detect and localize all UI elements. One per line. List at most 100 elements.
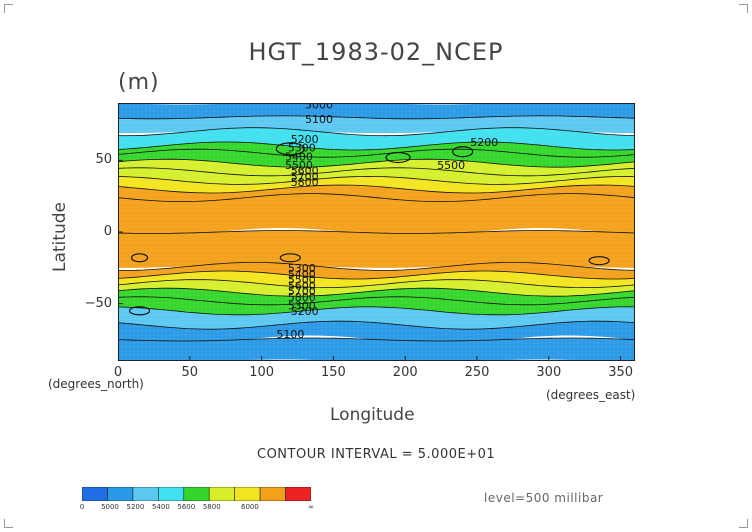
contour-label: 5700 bbox=[291, 170, 319, 183]
contour-line bbox=[118, 148, 635, 158]
heat-band-13 bbox=[118, 279, 635, 297]
y-axis-units: (degrees_north) bbox=[48, 377, 144, 391]
colorbar-label: 5600 bbox=[177, 503, 196, 511]
level-note: level=500 millibar bbox=[484, 491, 604, 505]
contour-label: 5700 bbox=[288, 285, 316, 298]
heat-band-17 bbox=[118, 321, 635, 344]
heatmap-plot: 5000510052005300540055005600570058005200… bbox=[118, 103, 635, 361]
closed-contour bbox=[385, 151, 411, 164]
chart-title: HGT_1983-02_NCEP bbox=[248, 38, 504, 66]
contour-label: 5600 bbox=[288, 279, 316, 292]
colorbar-label: 5000 bbox=[101, 503, 119, 511]
colorbar-swatch bbox=[107, 487, 134, 501]
x-axis-label: Longitude bbox=[330, 405, 415, 425]
heat-band-2 bbox=[118, 127, 635, 150]
x-tick-label: 150 bbox=[320, 365, 346, 380]
contour-label: 5200 bbox=[470, 136, 498, 149]
contour-label: 5400 bbox=[288, 268, 316, 281]
contour-label: 5300 bbox=[288, 299, 316, 312]
colorbar-swatch bbox=[158, 487, 185, 501]
heat-band-12 bbox=[118, 271, 635, 288]
colorbar-label: 5200 bbox=[126, 503, 145, 511]
heat-band-15 bbox=[118, 296, 635, 315]
frame-corner-bl bbox=[4, 519, 13, 528]
frame-corner-tl bbox=[4, 4, 13, 13]
contour-line bbox=[118, 175, 635, 185]
contour-line bbox=[118, 127, 635, 137]
y-tick-label: 0 bbox=[103, 224, 112, 239]
closed-contour bbox=[588, 256, 610, 266]
contour-line bbox=[118, 230, 635, 234]
contour-label: 5500 bbox=[288, 274, 316, 287]
contour-label: 5400 bbox=[285, 150, 313, 163]
contour-label: 5100 bbox=[305, 113, 333, 126]
contour-label: 5300 bbox=[288, 142, 316, 155]
closed-contour bbox=[128, 306, 151, 316]
colorbar-label: 6000 bbox=[241, 503, 259, 511]
colorbar-label: 5400 bbox=[151, 503, 170, 511]
x-tick-label: 250 bbox=[464, 365, 490, 380]
colorbar-label: 5800 bbox=[202, 503, 221, 511]
heat-band-10 bbox=[118, 230, 635, 268]
closed-contour bbox=[279, 253, 301, 263]
contour-label: 5800 bbox=[288, 291, 316, 304]
colorbar bbox=[82, 487, 311, 501]
contour-line bbox=[118, 262, 635, 271]
closed-contour bbox=[275, 142, 305, 156]
contour-line bbox=[118, 270, 635, 280]
heat-band-16 bbox=[118, 306, 635, 330]
contour-label: 5200 bbox=[291, 133, 319, 146]
heat-band-7 bbox=[118, 176, 635, 193]
contour-label: 5600 bbox=[291, 165, 319, 178]
chart-units: (m) bbox=[118, 70, 160, 95]
contour-line bbox=[118, 306, 635, 316]
colorbar-swatch bbox=[259, 487, 286, 501]
contour-label: 5500 bbox=[437, 159, 465, 172]
colorbar-label: ∞ bbox=[308, 503, 314, 511]
contour-line bbox=[118, 287, 635, 297]
contour-line bbox=[118, 167, 635, 177]
contour-label: 5800 bbox=[291, 176, 319, 189]
contour-line bbox=[118, 141, 635, 151]
heat-band-14 bbox=[118, 288, 635, 305]
closed-contour bbox=[452, 146, 474, 158]
contour-line bbox=[118, 184, 635, 194]
contour-line bbox=[118, 337, 635, 342]
x-axis-units: (degrees_east) bbox=[546, 388, 636, 402]
colorbar-swatch bbox=[234, 487, 261, 501]
heat-band-18 bbox=[118, 338, 635, 361]
x-tick-label: 50 bbox=[181, 365, 199, 380]
frame-corner-tr bbox=[739, 4, 748, 13]
colorbar-swatch bbox=[183, 487, 210, 501]
y-axis-label: Latitude bbox=[50, 202, 70, 272]
contour-line bbox=[118, 279, 635, 289]
contour-line bbox=[118, 296, 635, 306]
heat-band-9 bbox=[118, 193, 635, 236]
heat-band-0 bbox=[118, 103, 635, 119]
closed-contour bbox=[130, 253, 149, 263]
colorbar-swatch bbox=[208, 487, 235, 501]
contour-label: 5100 bbox=[276, 328, 304, 341]
contour-line bbox=[118, 115, 635, 120]
contour-interval-note: CONTOUR INTERVAL = 5.000E+01 bbox=[257, 447, 496, 462]
x-tick-label: 0 bbox=[113, 365, 123, 380]
colorbar-swatch bbox=[82, 487, 108, 501]
colorbar-swatch bbox=[132, 487, 159, 501]
x-tick-label: 300 bbox=[536, 365, 562, 380]
y-tick-label: 50 bbox=[95, 152, 112, 168]
heat-band-4 bbox=[118, 149, 635, 168]
contour-line bbox=[118, 193, 635, 202]
y-tick-label: −50 bbox=[84, 295, 112, 311]
contour-line bbox=[118, 158, 635, 168]
frame-corner-br bbox=[739, 519, 748, 528]
heat-band-5 bbox=[118, 159, 635, 176]
contour-label: 5300 bbox=[288, 262, 316, 275]
x-tick-label: 350 bbox=[608, 365, 634, 380]
x-tick-label: 200 bbox=[392, 365, 418, 380]
colorbar-label: 0 bbox=[79, 503, 85, 511]
contour-line bbox=[118, 320, 635, 330]
contour-label: 5200 bbox=[291, 305, 319, 318]
contour-label: 5500 bbox=[285, 159, 313, 172]
x-tick-label: 100 bbox=[249, 365, 275, 380]
colorbar-swatch bbox=[285, 487, 311, 501]
